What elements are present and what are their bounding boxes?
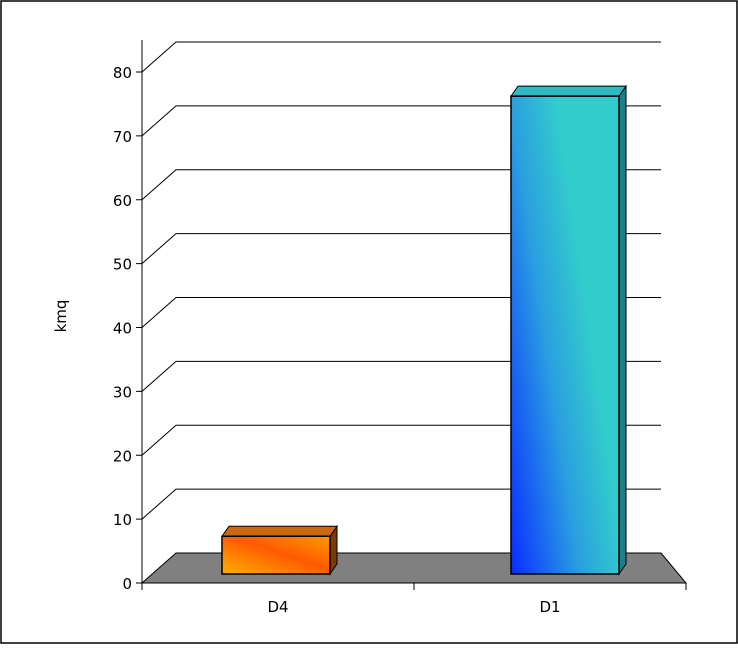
gridline (141, 360, 661, 392)
y-tick-label: 10 (113, 511, 132, 529)
y-tick-label: 50 (113, 256, 132, 274)
gridline (141, 424, 661, 456)
x-tick-labels: D4 D1 (141, 583, 687, 616)
bar-front (510, 95, 620, 575)
gridline (141, 105, 661, 137)
y-tick-label: 70 (113, 128, 132, 146)
y-tick-label: 30 (113, 383, 132, 401)
gridlines (141, 41, 661, 520)
bars (221, 84, 627, 576)
gridline (141, 488, 661, 520)
bar-d4 (221, 524, 338, 576)
gridline (141, 169, 661, 201)
x-tick-label: D4 (267, 598, 288, 616)
gridline (141, 297, 661, 328)
y-tick-label: 40 (113, 320, 132, 338)
bar-top (510, 85, 627, 97)
y-tick-label: 60 (113, 192, 132, 210)
gridline (141, 41, 661, 73)
gridline (141, 233, 661, 264)
bar-top (221, 525, 338, 537)
bar-front (221, 535, 331, 575)
y-tick-label: 20 (113, 447, 132, 465)
y-tick-label: 0 (122, 575, 132, 593)
bar-side (618, 84, 627, 576)
y-tick-labels: 0 10 20 30 40 50 60 70 80 (113, 64, 142, 593)
y-axis-label: kmq (52, 300, 70, 333)
y-tick-label: 80 (113, 64, 132, 82)
x-tick-label: D1 (539, 598, 560, 616)
bar-d1 (510, 84, 627, 576)
